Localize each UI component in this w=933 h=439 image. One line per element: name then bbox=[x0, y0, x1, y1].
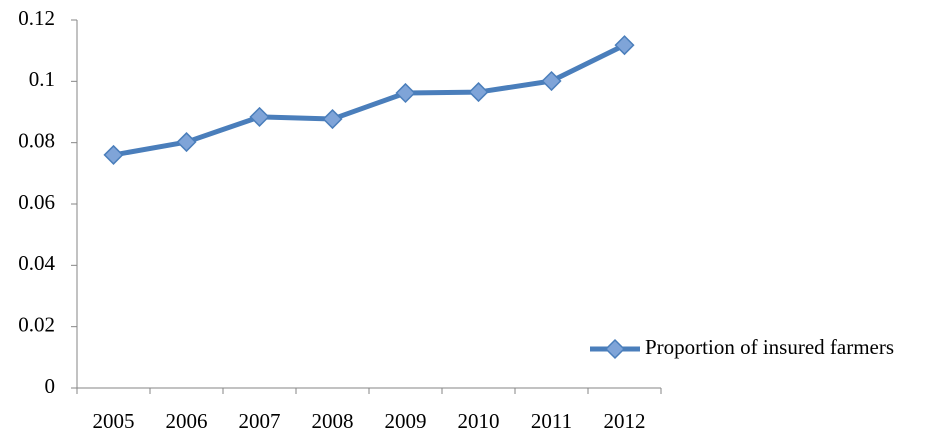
marker bbox=[614, 35, 635, 56]
y-tick-label: 0.02 bbox=[18, 312, 55, 336]
marker bbox=[322, 108, 343, 130]
y-tick-label: 0.08 bbox=[18, 128, 55, 152]
legend-label: Proportion of insured farmers bbox=[645, 335, 894, 359]
marker bbox=[395, 82, 416, 104]
x-tick-label: 2012 bbox=[604, 409, 646, 433]
legend-marker bbox=[604, 338, 626, 360]
x-tick-label: 2007 bbox=[239, 409, 281, 433]
x-tick-label: 2010 bbox=[458, 409, 500, 433]
x-tick-label: 2011 bbox=[531, 409, 572, 433]
marker bbox=[176, 131, 197, 153]
y-tick-label: 0.12 bbox=[18, 6, 55, 30]
x-tick-label: 2008 bbox=[312, 409, 354, 433]
x-tick-label: 2009 bbox=[385, 409, 427, 433]
x-tick-label: 2006 bbox=[166, 409, 208, 433]
series-line bbox=[113, 42, 626, 158]
y-tick-label: 0.06 bbox=[18, 190, 55, 214]
marker bbox=[541, 70, 562, 92]
marker bbox=[249, 106, 270, 127]
marker bbox=[103, 144, 124, 165]
y-tick-label: 0.04 bbox=[18, 251, 55, 275]
y-tick-label: 0 bbox=[45, 374, 56, 398]
marker bbox=[468, 82, 489, 103]
y-tick-label: 0.1 bbox=[29, 67, 55, 91]
x-tick-label: 2005 bbox=[93, 409, 135, 433]
